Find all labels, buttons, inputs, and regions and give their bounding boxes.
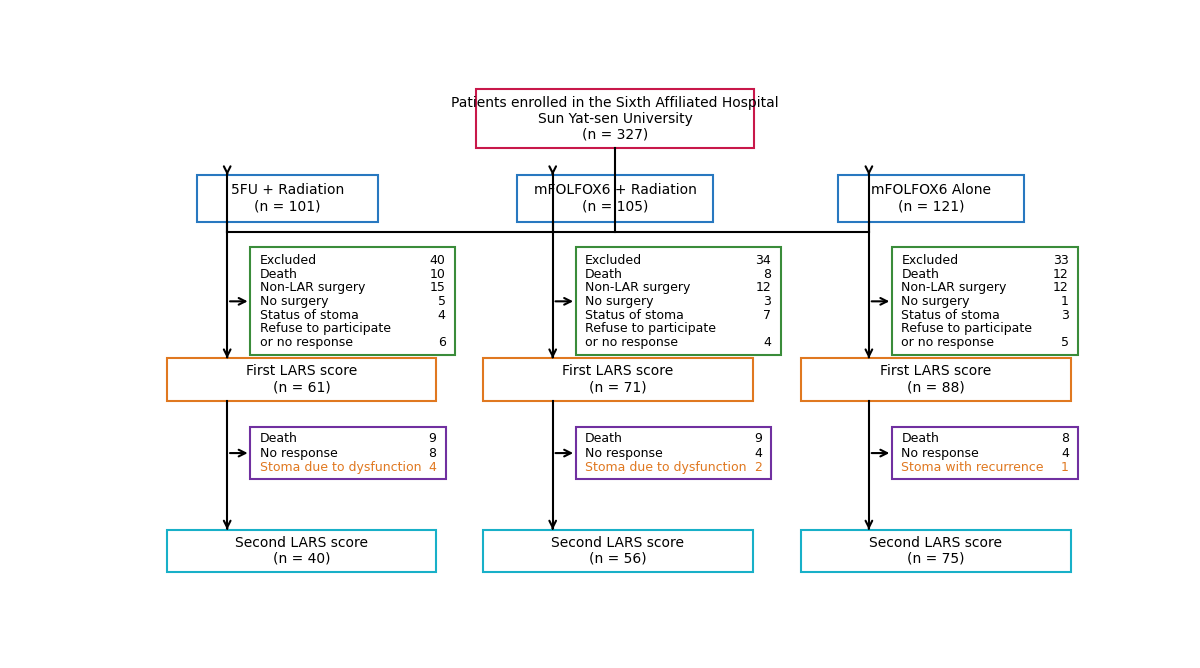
Text: 1: 1 xyxy=(1061,295,1069,308)
Text: 34: 34 xyxy=(756,254,772,267)
Text: Excluded: Excluded xyxy=(586,254,642,267)
Text: 8: 8 xyxy=(1061,432,1069,445)
Text: Death: Death xyxy=(586,267,623,281)
Text: No response: No response xyxy=(901,447,979,460)
Text: 9: 9 xyxy=(754,432,762,445)
FancyBboxPatch shape xyxy=(517,175,713,222)
Text: Status of stoma: Status of stoma xyxy=(901,309,1001,321)
Text: 12: 12 xyxy=(1054,267,1069,281)
FancyBboxPatch shape xyxy=(251,247,455,355)
Text: Second LARS score
(n = 75): Second LARS score (n = 75) xyxy=(869,536,1002,566)
Text: 5: 5 xyxy=(1061,336,1069,349)
Text: 15: 15 xyxy=(430,281,445,294)
Text: 9: 9 xyxy=(428,432,437,445)
Text: Death: Death xyxy=(259,432,298,445)
Text: 4: 4 xyxy=(438,309,445,321)
Text: No response: No response xyxy=(586,447,662,460)
Text: Patients enrolled in the Sixth Affiliated Hospital
Sun Yat-sen University
(n = 3: Patients enrolled in the Sixth Affiliate… xyxy=(451,96,779,142)
FancyBboxPatch shape xyxy=(892,428,1078,479)
Text: Refuse to participate: Refuse to participate xyxy=(586,322,716,335)
Text: Excluded: Excluded xyxy=(259,254,317,267)
Text: Death: Death xyxy=(901,432,940,445)
Text: Death: Death xyxy=(586,432,623,445)
Text: First LARS score
(n = 88): First LARS score (n = 88) xyxy=(881,365,991,395)
Text: 12: 12 xyxy=(1054,281,1069,294)
Text: 10: 10 xyxy=(430,267,445,281)
Text: 4: 4 xyxy=(754,447,762,460)
Text: Stoma due to dysfunction: Stoma due to dysfunction xyxy=(586,461,746,474)
Text: 3: 3 xyxy=(1061,309,1069,321)
Text: No surgery: No surgery xyxy=(259,295,329,308)
FancyBboxPatch shape xyxy=(475,89,755,148)
Text: Death: Death xyxy=(259,267,298,281)
Text: 12: 12 xyxy=(756,281,772,294)
Text: 8: 8 xyxy=(428,447,437,460)
Text: or no response: or no response xyxy=(586,336,678,349)
Text: mFOLFOX6 Alone
(n = 121): mFOLFOX6 Alone (n = 121) xyxy=(871,183,991,214)
Text: 33: 33 xyxy=(1054,254,1069,267)
Text: mFOLFOX6 + Radiation
(n = 105): mFOLFOX6 + Radiation (n = 105) xyxy=(534,183,696,214)
Text: Refuse to participate: Refuse to participate xyxy=(259,322,391,335)
Text: 3: 3 xyxy=(763,295,772,308)
Text: 7: 7 xyxy=(763,309,772,321)
Text: First LARS score
(n = 61): First LARS score (n = 61) xyxy=(246,365,358,395)
Text: 5FU + Radiation
(n = 101): 5FU + Radiation (n = 101) xyxy=(232,183,344,214)
Text: First LARS score
(n = 71): First LARS score (n = 71) xyxy=(562,365,673,395)
FancyBboxPatch shape xyxy=(197,175,378,222)
Text: Non-LAR surgery: Non-LAR surgery xyxy=(259,281,365,294)
FancyBboxPatch shape xyxy=(802,359,1070,401)
FancyBboxPatch shape xyxy=(839,175,1024,222)
FancyBboxPatch shape xyxy=(167,530,437,572)
Text: Second LARS score
(n = 56): Second LARS score (n = 56) xyxy=(551,536,684,566)
Text: 40: 40 xyxy=(430,254,445,267)
Text: 5: 5 xyxy=(438,295,445,308)
Text: Status of stoma: Status of stoma xyxy=(586,309,684,321)
Text: Stoma due to dysfunction: Stoma due to dysfunction xyxy=(259,461,421,474)
Text: Non-LAR surgery: Non-LAR surgery xyxy=(586,281,691,294)
Text: No response: No response xyxy=(259,447,337,460)
FancyBboxPatch shape xyxy=(482,530,752,572)
Text: No surgery: No surgery xyxy=(901,295,970,308)
Text: Non-LAR surgery: Non-LAR surgery xyxy=(901,281,1007,294)
Text: Status of stoma: Status of stoma xyxy=(259,309,359,321)
FancyBboxPatch shape xyxy=(482,359,752,401)
FancyBboxPatch shape xyxy=(251,428,445,479)
Text: 4: 4 xyxy=(763,336,772,349)
Text: Excluded: Excluded xyxy=(901,254,959,267)
Text: Death: Death xyxy=(901,267,940,281)
Text: No surgery: No surgery xyxy=(586,295,654,308)
Text: 4: 4 xyxy=(1061,447,1069,460)
FancyBboxPatch shape xyxy=(167,359,437,401)
Text: Refuse to participate: Refuse to participate xyxy=(901,322,1032,335)
Text: 4: 4 xyxy=(428,461,437,474)
FancyBboxPatch shape xyxy=(576,428,772,479)
FancyBboxPatch shape xyxy=(892,247,1078,355)
Text: 2: 2 xyxy=(754,461,762,474)
Text: 8: 8 xyxy=(763,267,772,281)
Text: or no response: or no response xyxy=(259,336,353,349)
FancyBboxPatch shape xyxy=(576,247,780,355)
Text: Second LARS score
(n = 40): Second LARS score (n = 40) xyxy=(235,536,368,566)
FancyBboxPatch shape xyxy=(802,530,1070,572)
Text: 1: 1 xyxy=(1061,461,1069,474)
Text: or no response: or no response xyxy=(901,336,995,349)
Text: Stoma with recurrence: Stoma with recurrence xyxy=(901,461,1044,474)
Text: 6: 6 xyxy=(438,336,445,349)
